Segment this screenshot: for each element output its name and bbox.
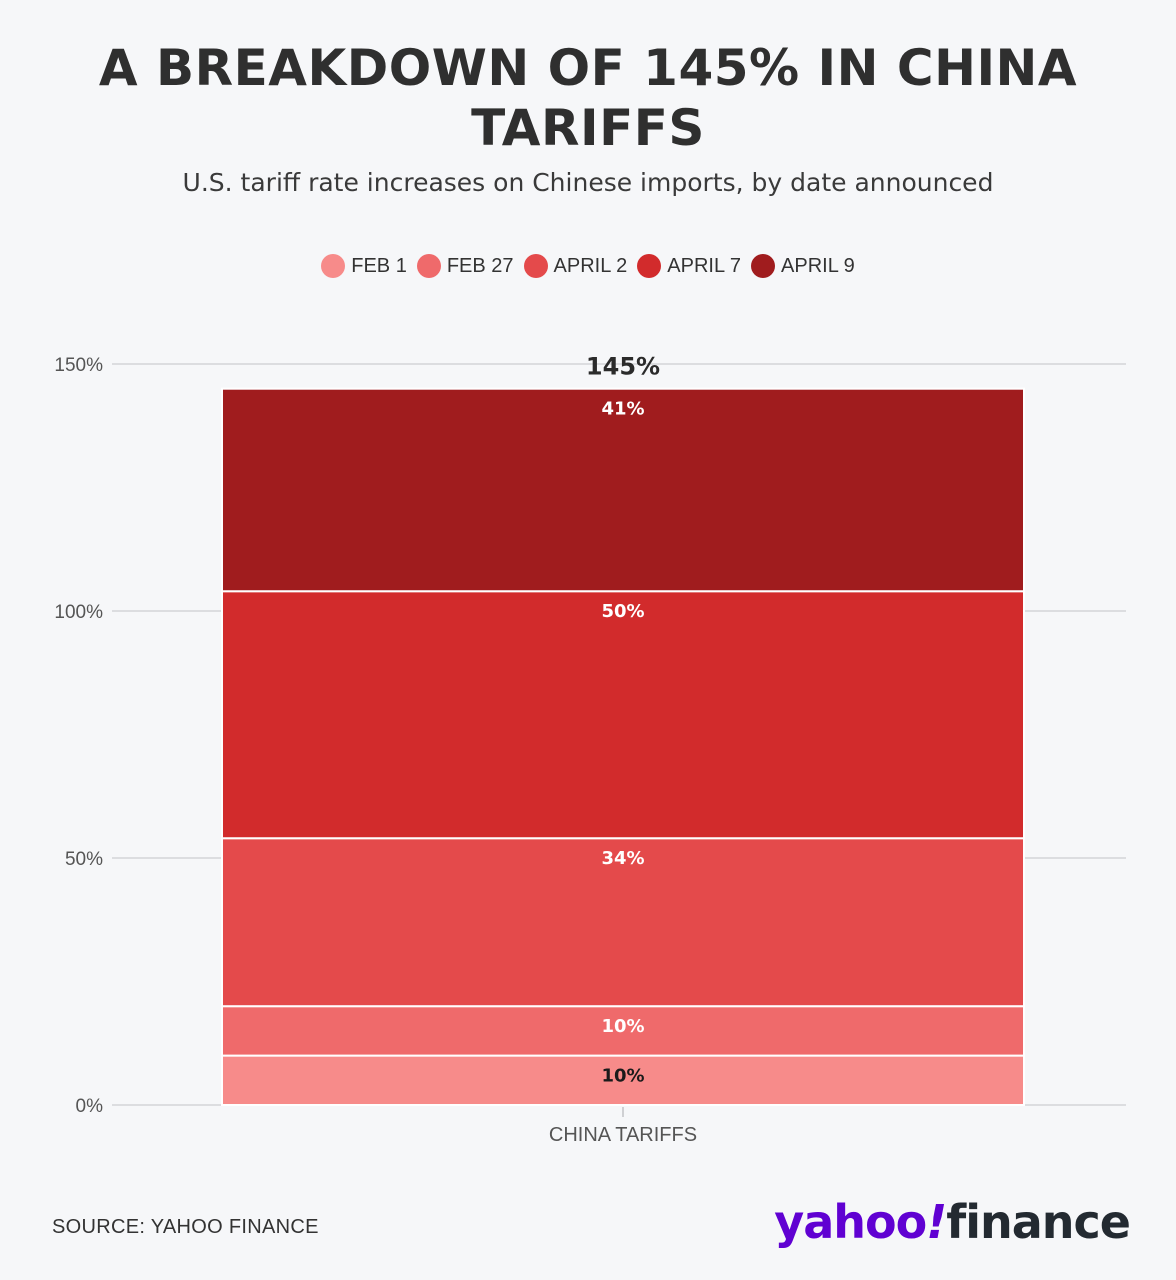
legend-swatch-0: [321, 254, 346, 278]
logo-bang-text: !: [926, 1195, 947, 1249]
legend-label-0: FEB 1: [351, 254, 407, 277]
bar-data-label-2: 34%: [601, 848, 644, 869]
yahoo-finance-logo: yahoo!finance: [774, 1192, 1131, 1252]
y-tick-label-1: 50%: [65, 849, 103, 870]
legend: FEB 1 FEB 27 APRIL 2 APRIL 7 APRIL 9: [0, 254, 1176, 278]
bar-segment-0: [221, 1054, 1025, 1106]
chart-title: A BREAKDOWN OF 145% IN CHINA TARIFFS: [98, 39, 1078, 157]
legend-label-2: APRIL 2: [553, 254, 628, 277]
total-label: 145%: [586, 353, 660, 381]
legend-swatch-3: [637, 254, 662, 278]
legend-label-4: APRIL 9: [781, 254, 855, 277]
legend-item-4: APRIL 9: [751, 254, 855, 278]
bar-data-label-3: 50%: [601, 601, 644, 622]
bar-data-label-4: 41%: [601, 399, 644, 420]
stacked-bar-chart: 0% 50% 100% 150% 10% 10% 34% 50% 41% 145% CHINA TA…: [54, 353, 1126, 1146]
legend-item-0: FEB 1: [321, 254, 407, 278]
y-tick-label-0: 0%: [76, 1096, 104, 1117]
legend-swatch-1: [416, 254, 441, 278]
logo-yahoo-text: yahoo: [774, 1195, 927, 1249]
source-note: SOURCE: YAHOO FINANCE: [52, 1216, 319, 1238]
bar-segment-3: [221, 590, 1025, 840]
legend-label-3: APRIL 7: [667, 254, 742, 277]
legend-item-3: APRIL 7: [637, 254, 741, 278]
y-tick-label-3: 150%: [54, 355, 103, 376]
bar-segment-4: [221, 387, 1025, 593]
y-tick-label-2: 100%: [54, 602, 103, 623]
legend-item-2: APRIL 2: [523, 254, 628, 278]
bar-segment-2: [221, 837, 1025, 1008]
legend-swatch-2: [523, 254, 548, 278]
bar-data-label-1: 10%: [601, 1016, 644, 1037]
logo-finance-text: finance: [946, 1195, 1131, 1249]
x-category-label-0: CHINA TARIFFS: [549, 1124, 697, 1146]
legend-label-1: FEB 27: [446, 254, 514, 277]
legend-swatch-4: [751, 254, 776, 278]
bar-data-label-0: 10%: [601, 1066, 644, 1087]
chart-subtitle: U.S. tariff rate increases on Chinese im…: [182, 168, 994, 197]
legend-item-1: FEB 27: [416, 254, 514, 278]
